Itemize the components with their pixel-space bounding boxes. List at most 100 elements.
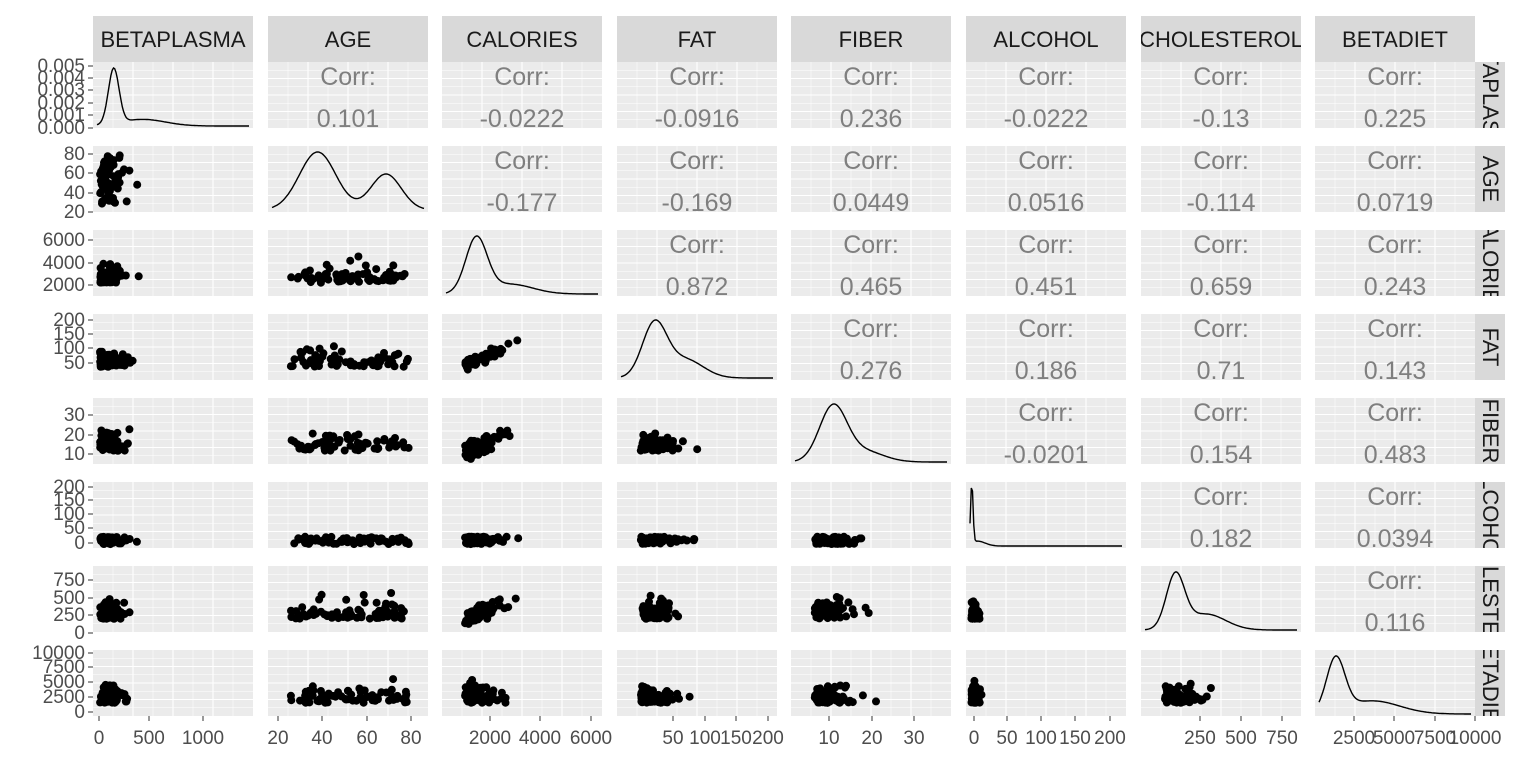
point-1-0-33 bbox=[96, 189, 105, 198]
point-1-0-32 bbox=[133, 180, 142, 189]
strip-top-fat bbox=[617, 16, 777, 62]
y-tick-age-1: 60 bbox=[64, 163, 85, 184]
point-2-0-18 bbox=[134, 272, 143, 281]
x-tick-alcohol-1: 50 bbox=[996, 728, 1017, 749]
x-tick-cholesterol-1: 500 bbox=[1225, 728, 1257, 749]
point-6-1-63 bbox=[320, 610, 329, 619]
scatter-panel-3-0 bbox=[96, 347, 137, 371]
point-7-3-69 bbox=[685, 692, 694, 701]
point-2-1-52 bbox=[389, 261, 398, 270]
point-6-4-63 bbox=[850, 610, 858, 619]
point-7-5-68 bbox=[969, 691, 978, 700]
point-6-1-61 bbox=[398, 605, 407, 614]
point-1-0-69 bbox=[100, 174, 109, 183]
scatter-panel-4-2 bbox=[461, 426, 514, 463]
point-6-1-37 bbox=[354, 605, 363, 614]
corr-value-3-5: 0.186 bbox=[1015, 357, 1078, 385]
point-5-1-68 bbox=[352, 537, 361, 546]
x-tick-fat-2: 150 bbox=[720, 728, 752, 749]
point-4-0-68 bbox=[104, 429, 113, 438]
point-3-1-47 bbox=[297, 353, 305, 362]
point-7-5-49 bbox=[970, 676, 979, 685]
corr-value-0-5: -0.0222 bbox=[1004, 105, 1089, 133]
point-7-1-60 bbox=[401, 687, 410, 696]
point-4-1-30 bbox=[287, 436, 296, 445]
x-tick-alcohol-3: 150 bbox=[1059, 728, 1091, 749]
point-4-3-56 bbox=[693, 445, 702, 454]
point-7-4-63 bbox=[830, 683, 839, 692]
point-6-1-68 bbox=[295, 614, 304, 623]
strip-label-top-calories: CALORIES bbox=[466, 27, 577, 52]
y-tick-calories-1: 4000 bbox=[43, 253, 85, 274]
point-7-6-63 bbox=[1173, 690, 1182, 699]
x-tick-betadiet-1: 5000 bbox=[1373, 728, 1415, 749]
point-4-3-59 bbox=[646, 435, 655, 444]
point-7-6-10 bbox=[1206, 684, 1215, 692]
point-6-1-21 bbox=[372, 598, 381, 607]
y-tick-betadiet-1: 7500 bbox=[43, 657, 85, 678]
x-tick-calories-0: 2000 bbox=[469, 728, 511, 749]
density-curve-fat bbox=[620, 319, 773, 379]
corr-value-2-7: 0.243 bbox=[1364, 273, 1427, 301]
point-7-6-65 bbox=[1181, 693, 1190, 702]
x-tick-fat-3: 200 bbox=[752, 728, 784, 749]
y-tick-alcohol-4: 0 bbox=[74, 533, 85, 554]
y-tick-fat-2: 100 bbox=[53, 338, 85, 359]
point-2-1-6 bbox=[287, 273, 296, 282]
point-4-1-58 bbox=[326, 441, 335, 450]
point-5-1-65 bbox=[404, 538, 413, 547]
point-5-0-67 bbox=[100, 536, 108, 545]
point-1-0-67 bbox=[100, 195, 109, 204]
y-tick-betaplasma-1: 0.004 bbox=[37, 68, 85, 89]
corr-value-5-6: 0.182 bbox=[1190, 525, 1253, 553]
y-tick-fat-1: 150 bbox=[53, 324, 85, 345]
corr-value-2-3: 0.872 bbox=[666, 273, 729, 301]
y-tick-betaplasma-4: 0.001 bbox=[37, 105, 85, 126]
scatter-panel-6-3 bbox=[638, 591, 683, 623]
point-6-1-64 bbox=[347, 612, 356, 620]
point-2-1-65 bbox=[353, 275, 362, 284]
y-tick-cholesterol-2: 250 bbox=[53, 605, 85, 626]
corr-label-4-5: Corr: bbox=[1018, 399, 1074, 427]
point-3-1-58 bbox=[326, 354, 335, 363]
point-6-1-62 bbox=[315, 595, 324, 604]
point-3-2-67 bbox=[465, 356, 474, 365]
point-5-3-66 bbox=[690, 535, 699, 544]
point-6-1-4 bbox=[360, 598, 369, 607]
scatter-panel-4-0 bbox=[96, 425, 134, 455]
y-tick-fiber-2: 10 bbox=[64, 444, 85, 465]
density-curve-fiber bbox=[794, 403, 947, 463]
point-3-2-2 bbox=[513, 336, 522, 345]
point-6-1-55 bbox=[387, 589, 396, 597]
point-6-1-49 bbox=[390, 601, 399, 610]
strip-label-right-calories: CALORIES bbox=[1478, 207, 1503, 318]
x-tick-alcohol-0: 0 bbox=[969, 728, 980, 749]
point-5-3-52 bbox=[682, 536, 691, 545]
corr-label-0-4: Corr: bbox=[843, 63, 899, 91]
point-1-0-28 bbox=[125, 166, 134, 175]
point-6-3-56 bbox=[664, 606, 673, 615]
scatter-panel-3-2 bbox=[461, 336, 522, 374]
point-2-1-64 bbox=[391, 273, 400, 282]
corr-value-5-7: 0.0394 bbox=[1357, 525, 1434, 553]
point-7-3-66 bbox=[650, 694, 659, 703]
y-tick-cholesterol-1: 500 bbox=[53, 588, 85, 609]
point-6-1-23 bbox=[365, 614, 374, 623]
point-5-2-69 bbox=[481, 533, 490, 542]
x-tick-betadiet-2: 7500 bbox=[1414, 728, 1456, 749]
point-7-1-38 bbox=[343, 686, 352, 695]
strip-label-right-fiber: FIBER bbox=[1478, 399, 1503, 464]
scatter-panel-7-6 bbox=[1161, 679, 1215, 707]
point-6-3-45 bbox=[671, 609, 680, 618]
point-6-4-16 bbox=[842, 612, 851, 621]
strip-label-top-fiber: FIBER bbox=[839, 27, 904, 52]
point-7-3-54 bbox=[663, 697, 672, 706]
scatter-panel-7-0 bbox=[96, 680, 132, 707]
point-7-3-67 bbox=[643, 684, 651, 693]
point-7-4-69 bbox=[820, 694, 829, 703]
corr-label-3-6: Corr: bbox=[1193, 315, 1249, 343]
point-7-1-64 bbox=[401, 694, 410, 703]
y-tick-calories-0: 6000 bbox=[43, 230, 85, 251]
corr-label-0-3: Corr: bbox=[669, 63, 725, 91]
point-7-3-48 bbox=[637, 697, 646, 706]
